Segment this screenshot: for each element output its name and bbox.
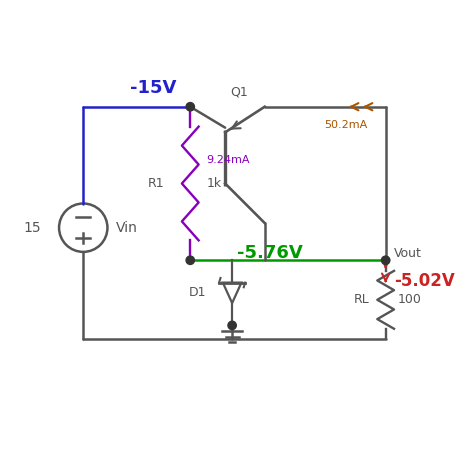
Text: 1k: 1k	[207, 177, 222, 190]
Circle shape	[186, 256, 194, 264]
Text: Q1: Q1	[230, 85, 247, 99]
Text: Vout: Vout	[394, 247, 422, 260]
Text: -15V: -15V	[130, 79, 176, 97]
Text: 100: 100	[397, 293, 421, 306]
Text: -5.02V: -5.02V	[394, 272, 455, 290]
Text: 50.2mA: 50.2mA	[325, 120, 368, 130]
Text: D1: D1	[189, 286, 207, 299]
Text: Vin: Vin	[116, 221, 137, 235]
Circle shape	[186, 102, 194, 111]
Text: -5.76V: -5.76V	[237, 244, 302, 262]
Text: R1: R1	[148, 177, 164, 190]
Circle shape	[228, 321, 237, 329]
Text: RL: RL	[354, 293, 369, 306]
Text: 9.24mA: 9.24mA	[207, 155, 250, 165]
Circle shape	[382, 256, 390, 264]
Text: 15: 15	[24, 221, 41, 235]
